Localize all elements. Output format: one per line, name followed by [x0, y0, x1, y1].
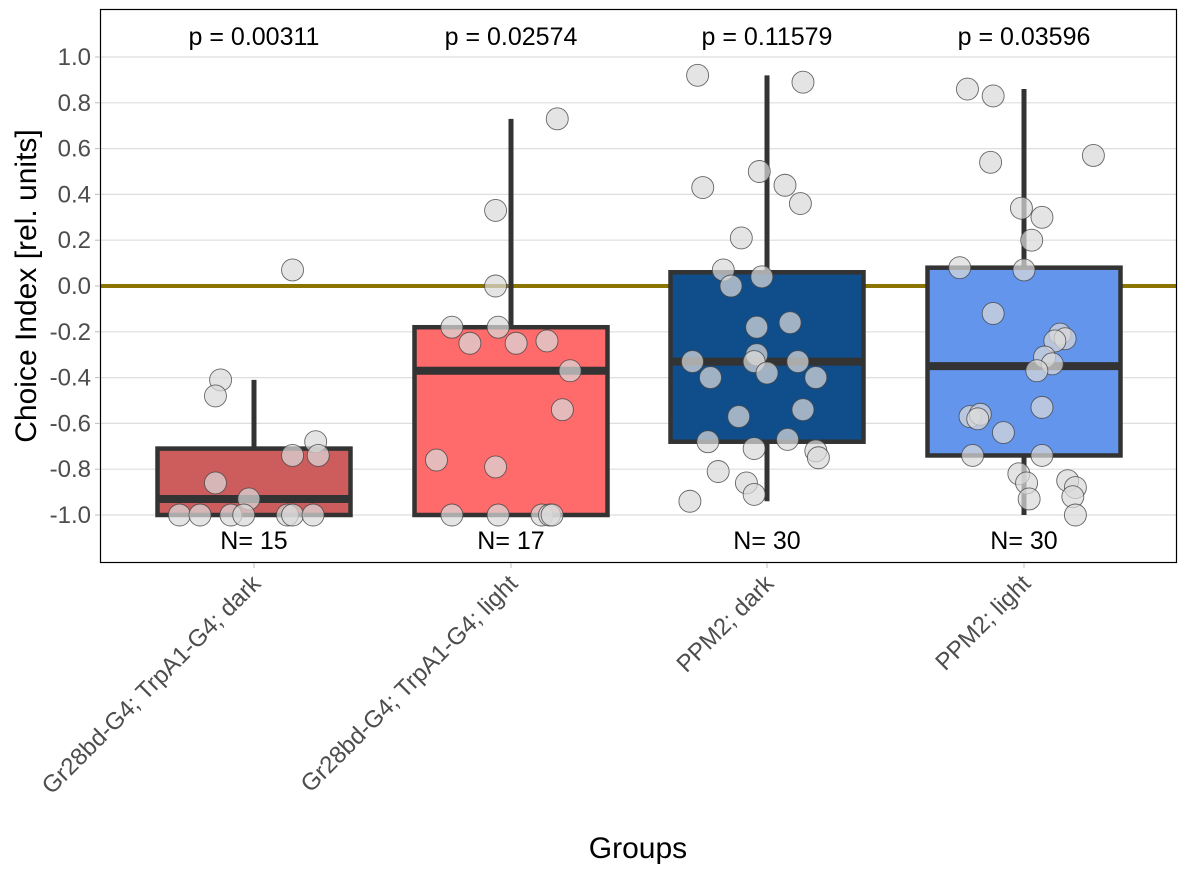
y-tick-label: -0.6 — [50, 410, 91, 437]
y-tick-label: -0.4 — [50, 365, 91, 392]
data-point — [440, 503, 464, 527]
n-count-label: N= 30 — [990, 527, 1057, 555]
y-tick-label: -0.8 — [50, 456, 91, 483]
data-point — [535, 329, 559, 353]
data-point — [727, 405, 751, 428]
data-point — [486, 315, 510, 339]
data-point — [558, 359, 582, 383]
data-point — [773, 173, 797, 197]
data-point — [203, 471, 227, 495]
data-point — [966, 407, 990, 431]
panel-border — [99, 8, 1178, 564]
y-tick-label: 1.0 — [58, 44, 91, 71]
data-point — [1063, 503, 1087, 527]
data-point — [806, 446, 830, 470]
data-point — [281, 258, 304, 282]
box-group — [412, 118, 610, 518]
annotations: p = 0.00311 N= 15 p = 0.02574 N= 17 p = 0.11… — [189, 23, 1091, 555]
data-point — [686, 63, 710, 87]
data-point — [981, 84, 1005, 108]
data-point — [1030, 444, 1054, 467]
data-point — [458, 331, 482, 355]
y-tick-label: 0.6 — [58, 136, 91, 163]
n-count-label: N= 17 — [477, 527, 544, 555]
data-point — [306, 444, 330, 467]
data-point — [981, 302, 1005, 325]
data-point — [750, 265, 774, 289]
data-point — [425, 448, 448, 472]
data-point — [699, 366, 722, 390]
data-point — [776, 427, 800, 451]
y-tick-label: 0.2 — [58, 227, 91, 254]
n-count-label: N= 15 — [220, 527, 287, 555]
data-point — [232, 503, 256, 527]
box-iqr — [925, 265, 1123, 458]
data-point — [281, 503, 304, 527]
gridlines — [100, 56, 1177, 516]
data-point — [484, 198, 508, 222]
y-axis: 1.0 0.8 0.6 0.4 0.2 0.0 -0.2 -0.4 -0.6 -0.8 -1.0 — [50, 44, 100, 529]
y-tick-label: 0.8 — [58, 90, 91, 117]
data-point — [550, 398, 574, 422]
data-point — [745, 315, 769, 339]
data-point — [1009, 196, 1033, 220]
y-tick-label: -0.2 — [50, 319, 91, 346]
data-point — [1012, 258, 1036, 282]
p-value-label: p = 0.03596 — [958, 23, 1091, 51]
data-point — [681, 350, 704, 374]
data-point — [948, 256, 972, 280]
data-point — [742, 482, 766, 506]
data-point — [804, 366, 828, 390]
data-point — [1025, 359, 1049, 383]
data-point — [742, 437, 766, 461]
data-point — [484, 455, 508, 479]
n-count-label: N= 30 — [733, 527, 800, 555]
data-point — [747, 160, 771, 183]
data-point — [1030, 395, 1054, 419]
data-point — [281, 444, 304, 467]
data-point — [961, 444, 985, 467]
p-value-label: p = 0.11579 — [702, 23, 833, 51]
data-point — [991, 421, 1015, 445]
y-tick-label: 0.0 — [58, 273, 91, 300]
data-point — [719, 274, 743, 298]
y-tick-label: -1.0 — [50, 502, 91, 529]
data-point — [791, 398, 815, 422]
data-point — [706, 460, 730, 483]
data-point — [778, 311, 802, 335]
data-point — [678, 489, 702, 513]
data-point — [188, 503, 212, 527]
data-point — [168, 503, 191, 527]
data-point — [203, 384, 227, 408]
data-point — [729, 226, 753, 250]
data-points — [168, 63, 1105, 527]
data-point — [484, 274, 508, 298]
y-axis-title: Choice Index [rel. units] — [10, 129, 43, 443]
y-tick-label: 0.4 — [58, 181, 91, 208]
data-point — [696, 430, 720, 454]
box-iqr — [412, 324, 610, 518]
data-point — [956, 77, 979, 101]
p-value-label: p = 0.02574 — [445, 23, 578, 51]
data-point — [755, 361, 779, 385]
data-point — [788, 192, 812, 216]
data-point — [301, 503, 325, 527]
data-point — [691, 176, 715, 199]
data-point — [1020, 228, 1044, 252]
data-point — [786, 350, 810, 374]
data-point — [1081, 144, 1105, 167]
data-point — [791, 70, 815, 94]
data-point — [504, 331, 528, 355]
p-value-label: p = 0.00311 — [189, 23, 320, 51]
data-point — [440, 315, 464, 339]
data-point — [1030, 205, 1054, 229]
data-point — [540, 503, 564, 527]
data-point — [486, 503, 510, 527]
data-point — [979, 150, 1003, 174]
data-point — [545, 107, 569, 131]
data-point — [1017, 487, 1041, 511]
x-axis-title: Groups — [589, 832, 687, 865]
